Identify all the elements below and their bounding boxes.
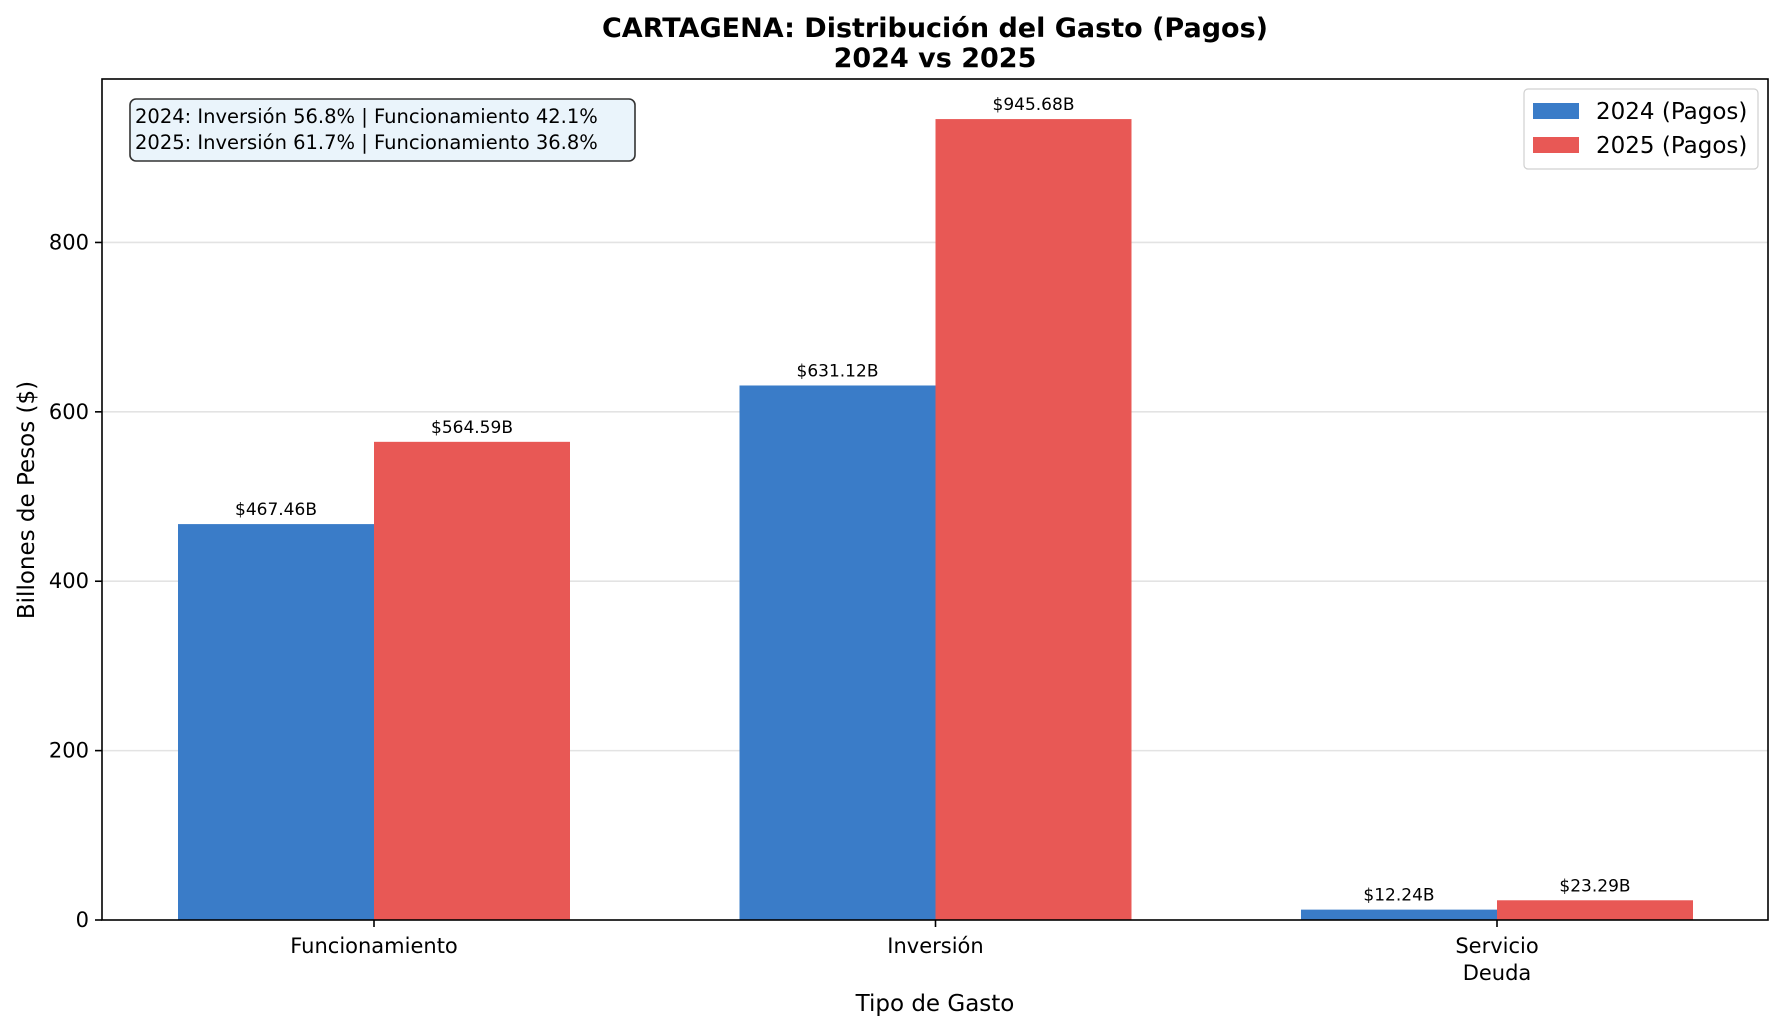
chart-title: CARTAGENA: Distribución del Gasto (Pagos… [602,13,1268,44]
bar-2024-0 [178,524,374,920]
legend-swatch-2025 [1533,137,1579,153]
annotation-line-2024: 2024: Inversión 56.8% | Funcionamiento 4… [135,105,598,128]
x-tick-label-line: Deuda [1463,961,1532,985]
y-tick-label-400: 400 [49,569,89,593]
x-tick-label-line: Servicio [1455,934,1538,958]
data-label-2024-1: $631.12B [797,361,879,381]
chart-subtitle: 2024 vs 2025 [834,43,1037,74]
bar-layer [178,119,1693,921]
y-tick-label-200: 200 [49,739,89,763]
summary-annotation: 2024: Inversión 56.8% | Funcionamiento 4… [129,98,636,162]
data-label-2024-0: $467.46B [235,500,317,520]
y-tick-label-600: 600 [49,400,89,424]
data-label-layer: $467.46B $631.12B $12.24B $564.59B $945.68B $… [235,95,1631,906]
axis-layer: 0 200 400 600 800 Funcionamiento Inversión Serv… [49,78,1769,985]
x-tick-label-1: Inversión [887,934,983,958]
data-label-2025-1: $945.68B [993,95,1075,115]
legend-label-2025: 2025 (Pagos) [1596,133,1747,159]
legend-frame [1523,88,1759,170]
data-label-2025-2: $23.29B [1559,876,1630,896]
legend-label-2024: 2024 (Pagos) [1596,99,1747,125]
x-axis-label: Tipo de Gasto [855,991,1015,1017]
bar-2025-1 [935,119,1132,920]
data-label-2025-0: $564.59B [431,418,513,438]
x-tick-label-0: Funcionamiento [290,934,458,958]
x-tick-label-2: Servicio Deuda [1455,934,1538,985]
bar-2024-2 [1301,909,1497,920]
x-tick-label-line: Funcionamiento [290,934,458,958]
bar-2025-2 [1497,900,1693,920]
bar-2025-0 [374,441,570,920]
y-tick-label-800: 800 [49,230,89,254]
bar-2024-1 [739,385,936,921]
legend: 2024 (Pagos) 2025 (Pagos) [1523,88,1759,170]
x-tick-label-line: Inversión [887,934,983,958]
y-tick-label-0: 0 [76,908,89,932]
legend-swatch-2024 [1533,103,1579,119]
annotation-background [129,98,636,162]
annotation-line-2025: 2025: Inversión 61.7% | Funcionamiento 3… [135,131,598,154]
data-label-2024-2: $12.24B [1363,886,1434,906]
y-axis-label: Billones de Pesos ($) [14,381,40,619]
